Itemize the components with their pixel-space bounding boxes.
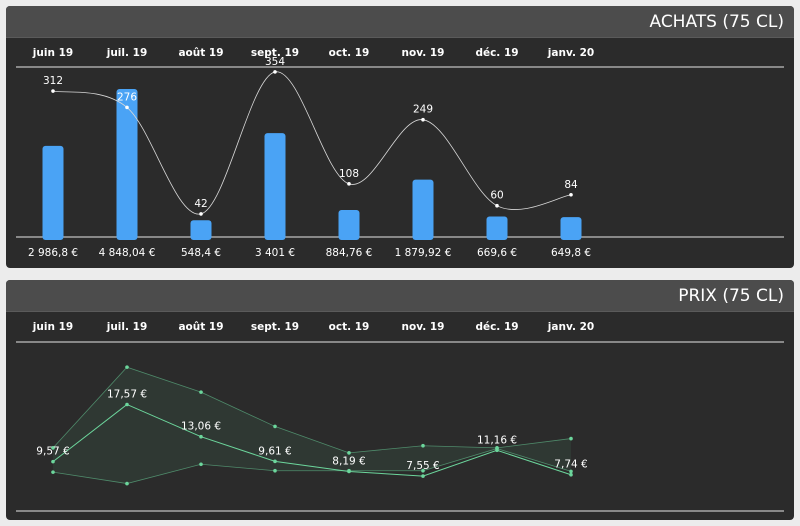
bar-1: [116, 89, 138, 240]
prix-point-0: [51, 459, 55, 464]
prix-max-point-0: [51, 446, 55, 450]
quantity-point-5: [421, 117, 425, 122]
bar-5: [412, 179, 434, 240]
prix-label-1: 17,57 €: [107, 389, 147, 401]
amount-label-7: 649,8 €: [551, 247, 591, 259]
prix-panel: PRIX (75 CL) juin 19 juil. 19 août 19 sept.…: [6, 280, 794, 520]
prix-point-4: [347, 469, 351, 474]
month-label-5: nov. 19: [402, 47, 445, 59]
bar-2: [190, 220, 212, 240]
prix-min-point-3: [273, 468, 277, 473]
prix-month-label-3: sept. 19: [251, 321, 299, 333]
amount-label-1: 4 848,04 €: [99, 247, 156, 259]
prix-max-point-7: [569, 436, 573, 441]
prix-chart: juin 19 juil. 19 août 19 sept. 19 oct. 19 nov…: [16, 321, 784, 512]
quantity-label-4: 108: [339, 168, 359, 180]
bar-4: [338, 209, 360, 240]
prix-point-3: [273, 459, 277, 464]
prix-point-1: [125, 402, 129, 407]
prix-min-point-2: [199, 462, 203, 467]
prix-max-point-4: [347, 451, 351, 455]
prix-month-label-2: août 19: [178, 321, 223, 333]
prix-lower-line: [52, 448, 572, 484]
achats-title: ACHATS (75 CL): [649, 11, 784, 32]
achats-chart: juin 19 juil. 19 août 19 sept. 19 oct. 19 nov…: [16, 47, 784, 259]
prix-min-point-7: [569, 469, 573, 474]
quantity-label-1: 276: [117, 91, 137, 103]
quantity-label-0: 312: [43, 75, 63, 87]
month-label-0: juin 19: [32, 47, 73, 59]
month-label-3: sept. 19: [251, 47, 299, 59]
quantity-point-3: [273, 70, 277, 74]
prix-label-5: 7,55 €: [406, 460, 439, 472]
prix-label-6: 11,16 €: [477, 434, 517, 446]
amount-label-6: 669,6 €: [477, 247, 517, 259]
prix-point-7: [569, 472, 573, 477]
prix-max-point-1: [125, 365, 129, 369]
prix-main-line: [52, 403, 572, 477]
month-label-2: août 19: [178, 47, 223, 59]
prix-min-point-0: [51, 470, 55, 474]
month-label-7: janv. 20: [547, 47, 594, 59]
prix-month-label-7: janv. 20: [547, 321, 594, 333]
quantity-label-5: 249: [413, 104, 433, 116]
quantity-point-7: [569, 192, 573, 197]
prix-upper-line: [52, 366, 572, 454]
prix-label-2: 13,06 €: [181, 421, 221, 433]
prix-max-point-2: [199, 390, 203, 394]
amount-label-2: 548,4 €: [181, 247, 221, 259]
quantity-label-3: 354: [265, 56, 285, 68]
prix-label-4: 8,19 €: [332, 456, 365, 468]
quantity-point-4: [347, 182, 351, 186]
prix-month-label-4: oct. 19: [329, 321, 370, 333]
prix-range-band: [53, 367, 571, 484]
achats-panel: ACHATS (75 CL) juin 19 juil. 19 août 19 sep…: [6, 6, 794, 268]
amount-label-4: 884,76 €: [326, 247, 373, 259]
prix-point-5: [421, 474, 425, 478]
month-label-4: oct. 19: [329, 47, 370, 59]
prix-month-label-6: déc. 19: [475, 321, 518, 333]
achats-quantity-line: [52, 71, 572, 215]
prix-title: PRIX (75 CL): [678, 285, 784, 306]
quantity-point-6: [495, 203, 499, 208]
month-label-6: déc. 19: [475, 47, 518, 59]
quantity-point-0: [51, 89, 55, 93]
amount-label-5: 1 879,92 €: [395, 247, 452, 259]
prix-month-label-1: juil. 19: [106, 321, 148, 333]
amount-label-0: 2 986,8 €: [28, 247, 78, 259]
quantity-point-1: [125, 105, 129, 110]
quantity-label-6: 60: [490, 190, 503, 202]
quantity-point-2: [199, 212, 203, 216]
prix-label-0: 9,57 €: [36, 446, 69, 458]
prix-min-point-5: [421, 468, 425, 473]
bar-7: [560, 217, 582, 240]
prix-max-point-3: [273, 424, 277, 429]
prix-max-point-5: [421, 443, 425, 448]
bar-6: [486, 216, 508, 240]
month-label-1: juil. 19: [106, 47, 148, 59]
prix-month-label-0: juin 19: [32, 321, 73, 333]
prix-month-label-5: nov. 19: [402, 321, 445, 333]
achats-header: ACHATS (75 CL): [6, 6, 794, 38]
prix-point-6: [495, 448, 499, 453]
amount-label-3: 3 401 €: [255, 247, 295, 259]
bar-3: [264, 133, 286, 240]
prix-min-point-1: [125, 481, 129, 486]
prix-point-2: [199, 434, 203, 439]
quantity-label-7: 84: [564, 179, 578, 191]
bar-0: [42, 145, 64, 240]
prix-label-7: 7,74 €: [554, 459, 587, 471]
prix-header: PRIX (75 CL): [6, 280, 794, 312]
prix-label-3: 9,61 €: [258, 445, 291, 457]
quantity-label-2: 42: [194, 198, 207, 210]
